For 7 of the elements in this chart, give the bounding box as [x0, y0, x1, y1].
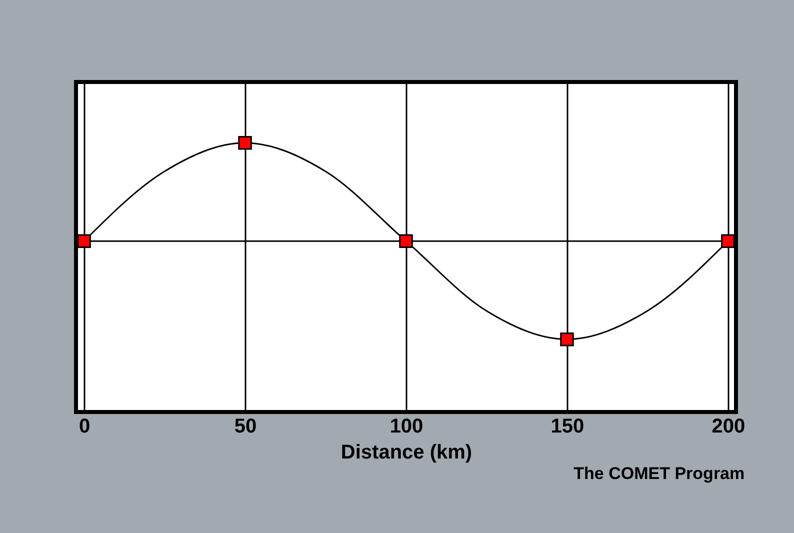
x-tick-label: 50 — [234, 416, 257, 438]
x-tick-label: 200 — [712, 416, 746, 438]
x-tick-label: 100 — [390, 416, 424, 438]
x-tick-label: 150 — [550, 416, 584, 438]
text: The COMET Program — [574, 464, 745, 483]
x-tick-label: 0 — [78, 416, 90, 438]
x-axis-title: Distance (km) — [340, 442, 472, 464]
